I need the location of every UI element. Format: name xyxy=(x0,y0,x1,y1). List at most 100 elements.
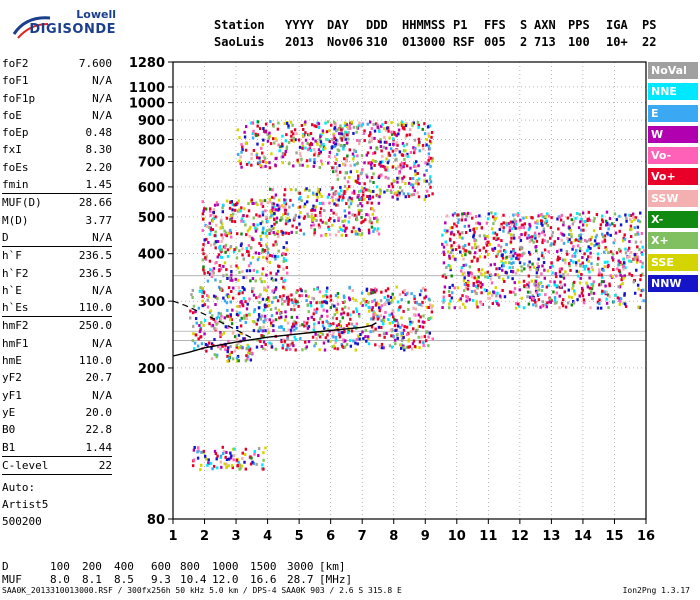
trace-point xyxy=(340,144,343,148)
trace-point xyxy=(517,257,520,261)
trace-point xyxy=(271,202,274,206)
trace-point xyxy=(336,310,339,314)
param-name: h`Es xyxy=(2,301,29,315)
trace-point xyxy=(359,202,362,206)
trace-point xyxy=(247,345,250,349)
trace-point xyxy=(202,290,206,294)
trace-point xyxy=(249,351,252,355)
trace-point xyxy=(338,170,342,174)
trace-point xyxy=(319,210,322,214)
trace-point xyxy=(348,285,351,289)
trace-point xyxy=(364,218,367,222)
trace-point xyxy=(311,218,315,222)
trace-point xyxy=(560,284,563,288)
trace-point xyxy=(342,145,345,149)
trace-point xyxy=(211,228,215,232)
trace-point xyxy=(587,245,590,249)
trace-point xyxy=(493,291,496,295)
param-value: N/A xyxy=(92,336,112,350)
trace-point xyxy=(570,241,573,245)
trace-point xyxy=(287,232,291,236)
x-tick-label: 6 xyxy=(326,529,335,544)
trace-point xyxy=(622,257,625,261)
trace-point xyxy=(512,254,515,258)
trace-point xyxy=(412,306,415,310)
trace-point xyxy=(580,217,583,221)
trace-point xyxy=(369,219,372,223)
trace-point xyxy=(344,171,348,175)
trace-point xyxy=(277,234,280,238)
trace-point xyxy=(341,316,344,320)
trace-point xyxy=(338,335,342,339)
row-value: 9.3 xyxy=(151,573,171,586)
trace-point xyxy=(372,122,375,126)
trace-point xyxy=(538,234,541,238)
x-tick-label: 14 xyxy=(574,529,592,544)
trace-point xyxy=(520,233,523,237)
trace-point xyxy=(622,276,625,280)
trace-point xyxy=(294,302,297,306)
trace-point xyxy=(202,246,205,250)
trace-point xyxy=(201,299,204,303)
trace-point xyxy=(375,216,378,220)
trace-point xyxy=(452,233,456,237)
param-name: foF1p xyxy=(2,91,36,105)
trace-point xyxy=(508,229,512,233)
trace-point xyxy=(640,231,644,235)
trace-point xyxy=(480,273,484,277)
header-value: 2013 xyxy=(285,35,314,49)
trace-point xyxy=(519,238,523,242)
trace-point xyxy=(238,463,242,467)
trace-point xyxy=(229,451,232,455)
trace-point xyxy=(497,243,500,247)
trace-point xyxy=(220,222,224,226)
trace-point xyxy=(305,187,308,191)
trace-point xyxy=(608,282,611,286)
trace-point xyxy=(277,308,281,312)
trace-point xyxy=(568,264,571,268)
trace-point xyxy=(632,280,635,284)
trace-point xyxy=(363,129,366,133)
param-name: h`F2 xyxy=(2,266,29,280)
trace-point xyxy=(581,256,584,260)
trace-point xyxy=(357,124,361,128)
trace-point xyxy=(463,249,466,253)
trace-point xyxy=(240,299,243,303)
trace-point xyxy=(413,294,416,298)
trace-point xyxy=(462,257,465,261)
trace-point xyxy=(245,269,249,273)
trace-point xyxy=(223,261,227,265)
trace-point xyxy=(531,262,534,266)
trace-point xyxy=(365,339,368,343)
trace-point xyxy=(559,280,562,284)
trace-point xyxy=(298,145,302,149)
trace-point xyxy=(465,282,468,286)
trace-point xyxy=(262,467,265,471)
param-name: foF1 xyxy=(2,74,29,88)
trace-point xyxy=(526,295,529,299)
trace-point xyxy=(262,340,266,344)
trace-point xyxy=(262,308,266,312)
trace-point xyxy=(494,212,497,216)
trace-point xyxy=(224,344,227,348)
trace-point xyxy=(224,455,227,459)
trace-point xyxy=(442,298,445,302)
trace-point xyxy=(387,176,390,180)
trace-point xyxy=(546,212,549,216)
trace-point xyxy=(283,188,287,192)
trace-point xyxy=(409,150,413,154)
trace-point xyxy=(592,280,595,284)
trace-point xyxy=(480,226,484,230)
trace-point xyxy=(306,164,309,168)
trace-point xyxy=(231,278,234,282)
trace-point xyxy=(237,341,240,345)
param-value: 8.30 xyxy=(85,143,113,157)
trace-point xyxy=(389,295,393,299)
trace-point xyxy=(314,151,317,155)
trace-point xyxy=(257,306,261,310)
trace-point xyxy=(498,267,501,271)
trace-point xyxy=(598,302,601,306)
trace-point xyxy=(249,279,252,283)
trace-point xyxy=(402,336,405,340)
trace-point xyxy=(384,175,387,179)
